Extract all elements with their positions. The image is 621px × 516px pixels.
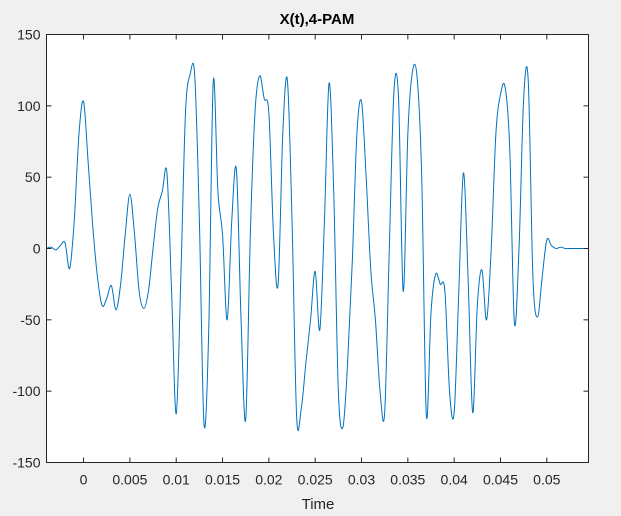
x-tick-label: 0.01 (163, 472, 190, 488)
x-tick-label: 0.05 (533, 472, 560, 488)
y-tick-label: -50 (20, 312, 40, 328)
x-tick-label: 0.035 (390, 472, 425, 488)
y-tick-label: 0 (33, 241, 41, 257)
x-axis-label: Time (302, 496, 335, 513)
x-tick-label: 0 (80, 472, 88, 488)
y-tick-label: 150 (17, 27, 41, 43)
x-axis: 0 0.005 0.01 0.015 0.02 0.025 0.03 0.035 0.04 0.0… (80, 34, 561, 488)
chart-title: X(t),4-PAM (280, 11, 355, 28)
x-tick-label: 0.005 (112, 472, 147, 488)
plot-area (46, 62, 589, 432)
y-tick-label: -100 (12, 383, 40, 399)
y-axis: -150 -100 -50 0 50 100 150 (12, 27, 589, 471)
axes-background (46, 34, 589, 463)
x-tick-label: 0.025 (298, 472, 333, 488)
y-tick-label: 100 (17, 98, 41, 114)
y-tick-label: -150 (12, 455, 40, 471)
x-tick-label: 0.02 (255, 472, 282, 488)
y-tick-label: 50 (25, 169, 41, 185)
series-line-0 (46, 62, 589, 432)
x-tick-label: 0.015 (205, 472, 240, 488)
x-tick-label: 0.045 (483, 472, 518, 488)
x-tick-label: 0.03 (348, 472, 375, 488)
x-tick-label: 0.04 (441, 472, 468, 488)
